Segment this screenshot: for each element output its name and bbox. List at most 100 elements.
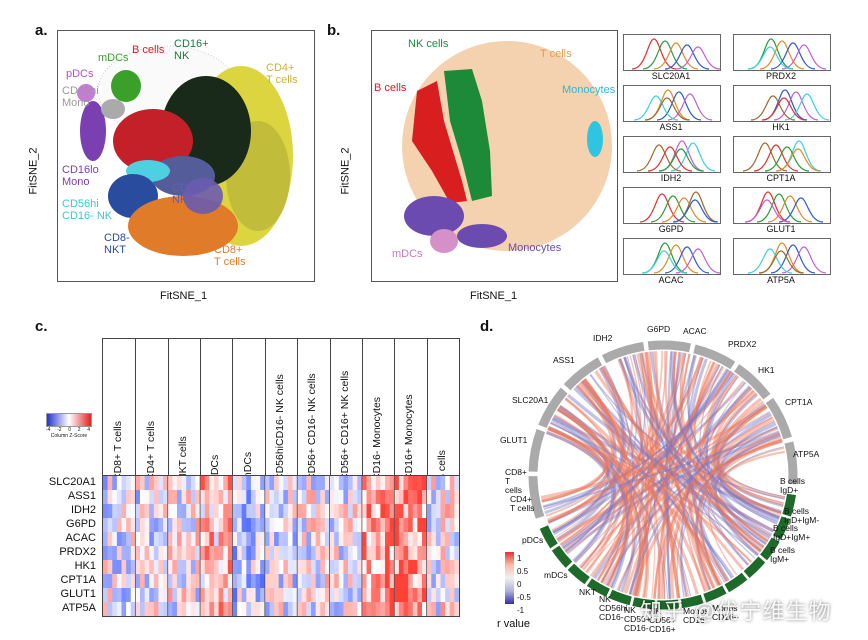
panel-a-xlabel: FitSNE_1 bbox=[160, 290, 208, 302]
panel-d-legend-title: r value bbox=[497, 618, 531, 630]
chord-link bbox=[672, 351, 769, 543]
heatmap-column-header: CD16+ Monocytes bbox=[403, 394, 416, 481]
chord-link bbox=[547, 356, 704, 524]
column-divider bbox=[361, 339, 363, 476]
heatmap-column-header: CD8+ T cells bbox=[112, 420, 125, 481]
chord-link bbox=[578, 390, 755, 568]
panel-c-legend-gradient bbox=[46, 413, 92, 427]
panel-d-legend-tick: 0 bbox=[517, 580, 522, 589]
panel-b-label-bcells: B cells bbox=[374, 82, 407, 94]
column-divider bbox=[329, 339, 331, 476]
chord-link bbox=[664, 351, 711, 591]
chord-link bbox=[632, 354, 765, 549]
chord-sector-arc bbox=[567, 563, 590, 585]
panel-a-label-cd16hi-mono: CD16hi Mono bbox=[62, 85, 99, 109]
chord-cell-label: CD4+ T cells bbox=[510, 494, 535, 513]
chord-link bbox=[573, 386, 768, 546]
histogram-idh2 bbox=[623, 136, 721, 173]
chord-gene-label: ASS1 bbox=[553, 355, 575, 365]
chord-link bbox=[583, 378, 633, 587]
chord-link bbox=[578, 383, 752, 563]
heatmap-row-label: HK1 bbox=[74, 560, 96, 572]
chord-link bbox=[594, 370, 775, 533]
chord-link bbox=[636, 353, 765, 548]
panel-a-label-cd56hi-nk: CD56hi CD16- NK bbox=[62, 198, 113, 222]
chord-link bbox=[555, 382, 617, 538]
column-divider bbox=[167, 339, 169, 476]
heatmap-column-header: CD56+ CD16- NK cells bbox=[306, 373, 319, 481]
chord-link bbox=[638, 352, 681, 599]
watermark-text: 知乎 @优宁维生物 bbox=[640, 599, 832, 624]
chord-link bbox=[601, 357, 705, 584]
histogram-label-prdx2: PRDX2 bbox=[765, 71, 796, 81]
chord-link bbox=[711, 386, 782, 516]
heatmap-row-label: IDH2 bbox=[70, 504, 96, 516]
histogram-label-slc20a1: SLC20A1 bbox=[651, 71, 691, 81]
panel-b-plot bbox=[371, 30, 618, 282]
chord-link bbox=[544, 380, 617, 514]
panel-a-label-bcells: B cells bbox=[132, 44, 165, 56]
histogram-label-cpt1a: CPT1A bbox=[766, 173, 796, 183]
chord-link bbox=[581, 379, 708, 592]
heatmap-row-label: PRDX2 bbox=[59, 546, 96, 558]
chord-link bbox=[687, 358, 730, 582]
chord-link bbox=[616, 439, 783, 591]
chord-link bbox=[589, 374, 732, 579]
chord-link bbox=[543, 430, 780, 509]
chord-link bbox=[634, 354, 656, 599]
column-divider bbox=[426, 339, 428, 476]
heatmap-row-label: CPT1A bbox=[60, 574, 96, 586]
chord-link bbox=[583, 378, 629, 582]
chord-link bbox=[653, 361, 716, 599]
panel-c-legend-title: Column Z-Score bbox=[50, 433, 88, 439]
chord-link bbox=[560, 350, 663, 546]
chord-gene-label: PRDX2 bbox=[728, 339, 757, 349]
chord-link bbox=[699, 419, 775, 586]
heatmap-row-label: ATP5A bbox=[61, 602, 96, 614]
chord-link bbox=[687, 355, 782, 514]
chord-link bbox=[649, 351, 750, 566]
chord-sector-arc bbox=[601, 341, 645, 364]
chord-link bbox=[552, 368, 730, 534]
panel-c-heatmap bbox=[102, 475, 460, 617]
panel-b-xlabel: FitSNE_1 bbox=[470, 290, 518, 302]
panel-b-letter: b. bbox=[327, 22, 341, 39]
chord-link bbox=[600, 366, 721, 587]
chord-link bbox=[694, 439, 783, 591]
histogram-cpt1a bbox=[733, 136, 831, 173]
chord-link bbox=[559, 370, 733, 547]
chord-link bbox=[694, 360, 760, 555]
panel-d-legend-gradient bbox=[505, 552, 514, 604]
chord-link bbox=[704, 372, 773, 537]
panel-b-label-nkcells: NK cells bbox=[408, 38, 449, 50]
heatmap-column-header: CD56+ CD16+ NK cells bbox=[338, 370, 351, 481]
chord-link bbox=[657, 353, 691, 599]
histogram-label-ass1: ASS1 bbox=[659, 122, 683, 132]
panel-c-legend-tick: -4 bbox=[46, 427, 51, 433]
chord-link bbox=[596, 355, 642, 581]
column-divider bbox=[232, 339, 234, 476]
histogram-ass1 bbox=[623, 85, 721, 122]
chord-cell-label: B cells IgD+IgM+ bbox=[773, 523, 811, 542]
chord-link bbox=[557, 408, 772, 538]
chord-link bbox=[582, 363, 721, 571]
chord-gene-label: GLUT1 bbox=[500, 435, 528, 445]
chord-cell-label: NK CD56hi CD16- bbox=[599, 594, 628, 622]
histogram-label-idh2: IDH2 bbox=[660, 173, 682, 183]
chord-link bbox=[670, 400, 765, 599]
chord-cell-label: pDCs bbox=[522, 535, 544, 545]
heatmap-column-header: CD16- Monocytes bbox=[371, 396, 384, 481]
chord-link bbox=[713, 433, 781, 557]
chord-link bbox=[640, 352, 781, 519]
chord-link bbox=[541, 413, 607, 503]
panel-a-ylabel: FitSNE_2 bbox=[27, 147, 40, 195]
chord-link bbox=[713, 393, 780, 520]
chord-link bbox=[599, 367, 745, 571]
chord-link bbox=[670, 351, 781, 519]
heatmap-column-header: CD4+ T cells bbox=[144, 420, 157, 481]
histogram-glut1 bbox=[733, 187, 831, 224]
chord-link bbox=[633, 436, 782, 597]
chord-link bbox=[575, 386, 726, 583]
histogram-label-g6pd: G6PD bbox=[658, 224, 684, 234]
chord-link bbox=[556, 426, 779, 542]
